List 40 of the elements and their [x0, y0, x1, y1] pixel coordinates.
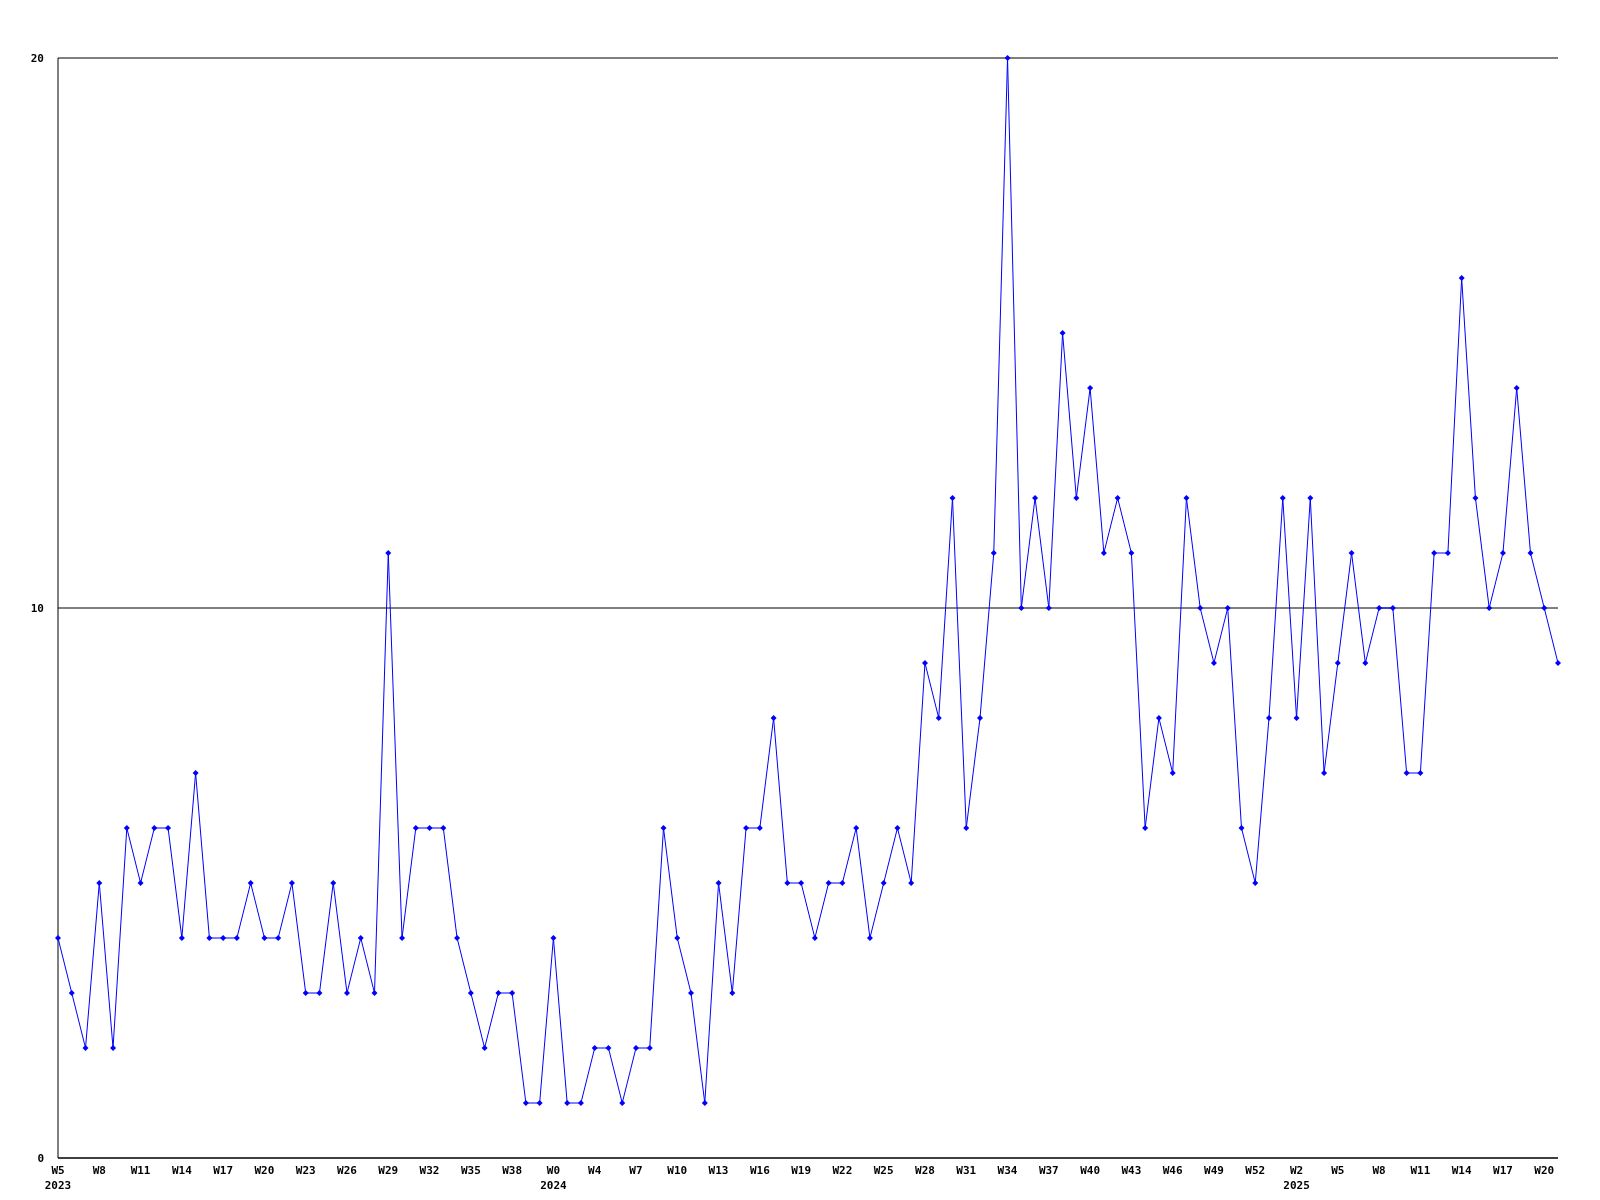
x-tick-label: W17 [213, 1164, 234, 1177]
x-tick-label: W40 [1080, 1164, 1101, 1177]
x-tick-label: W43 [1121, 1164, 1142, 1177]
x-tick-label: W20 [254, 1164, 275, 1177]
x-tick-label: W31 [956, 1164, 977, 1177]
x-tick-label: W38 [502, 1164, 523, 1177]
x-tick-label: W32 [419, 1164, 440, 1177]
x-tick-label: W35 [460, 1164, 481, 1177]
x-tick-label: W25 [873, 1164, 894, 1177]
x-tick-label: W5 [1331, 1164, 1345, 1177]
x-tick-label: W17 [1493, 1164, 1513, 1177]
x-tick-label: W26 [337, 1164, 358, 1177]
x-tick-label: W23 [295, 1164, 316, 1177]
x-tick-label: W16 [749, 1164, 771, 1177]
x-tick-label: W0 2024 [540, 1164, 568, 1192]
x-tick-label: W34 [997, 1164, 1018, 1177]
x-tick-label: W14 [1451, 1164, 1472, 1177]
x-tick-label: W4 [588, 1164, 602, 1177]
x-tick-label: W49 [1204, 1164, 1224, 1177]
x-tick-label: W19 [791, 1164, 812, 1177]
x-tick-label: W14 [171, 1164, 193, 1177]
x-tick-label: W11 [1410, 1164, 1431, 1177]
y-tick-label: 20 [30, 52, 44, 65]
x-tick-label: W46 [1162, 1164, 1183, 1177]
y-tick-label: 10 [30, 602, 44, 615]
x-tick-label: W11 [130, 1164, 151, 1177]
x-tick-label: W2 2025 [1283, 1164, 1310, 1192]
x-tick-label: W5 2023 [44, 1164, 72, 1192]
x-tick-label: W28 [915, 1164, 935, 1177]
x-tick-label: W22 [832, 1164, 853, 1177]
x-tick-label: W8 [1372, 1164, 1386, 1177]
x-tick-label: W10 [667, 1164, 688, 1177]
x-tick-label: W29 [378, 1164, 399, 1177]
x-tick-label: W13 [708, 1164, 729, 1177]
x-tick-label: W8 [92, 1164, 106, 1177]
x-tick-label: W52 [1245, 1164, 1266, 1177]
x-tick-label: W7 [629, 1164, 643, 1177]
x-tick-label: W20 [1534, 1164, 1555, 1177]
y-tick-label: 0 [37, 1152, 44, 1165]
x-tick-label: W37 [1038, 1164, 1059, 1177]
